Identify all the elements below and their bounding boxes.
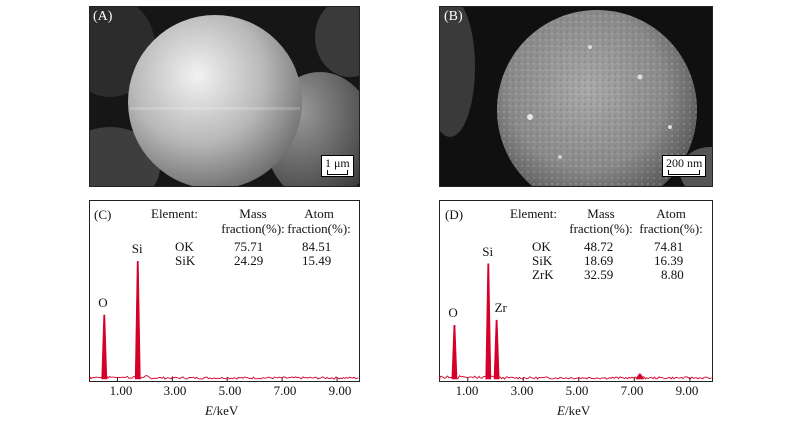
tick-label-d: 1.00 — [455, 383, 479, 398]
x-axis-label-d-symbol: E — [557, 403, 565, 418]
tick-label-d: 9.00 — [675, 383, 699, 398]
peak-label-d: Zr — [494, 300, 507, 316]
scale-bar-b-line — [668, 170, 701, 175]
table-d-row-mass: 18.69 — [584, 253, 614, 268]
peak-label-c: O — [98, 295, 108, 310]
table-d-row-atom: 16.39 — [654, 253, 684, 268]
table-c-header-element: Element: — [151, 206, 198, 221]
table-d-row-element: ZrK — [532, 267, 554, 282]
x-axis-label-c-unit: /keV — [212, 403, 239, 418]
tick-label-d: 3.00 — [510, 383, 534, 398]
x-axis-label-d: E/keV — [557, 403, 590, 419]
table-d-row-element: OK — [532, 239, 551, 254]
panel-label-a: (A) — [93, 9, 113, 24]
table-c-header-atom-2: fraction(%): — [287, 221, 351, 236]
eds-panel-c — [89, 200, 360, 382]
table-c-header-mass-1: Mass — [239, 206, 267, 221]
panel-label-c: (C) — [94, 207, 112, 222]
peak-label-d: O — [448, 305, 458, 321]
tick-label-d: 7.00 — [620, 383, 644, 398]
spectrum-baseline — [89, 374, 359, 380]
tick-label-c: 3.00 — [163, 383, 187, 398]
eds-spectrum-c — [89, 260, 359, 381]
x-axis-label-d-unit: /keV — [564, 403, 591, 418]
panel-label-b: (B) — [444, 9, 463, 24]
spectrum-peak — [101, 314, 108, 380]
table-c-row-atom: 15.49 — [302, 253, 332, 268]
table-d-row-element: SiK — [532, 253, 553, 268]
table-c-row-atom: 84.51 — [302, 239, 332, 254]
eds-spectrum-d — [439, 263, 712, 381]
spectrum-peak — [134, 260, 141, 380]
eds-panel-d — [439, 200, 713, 382]
table-d-row-mass: 32.59 — [584, 267, 614, 282]
spectrum-peak — [493, 319, 500, 380]
peak-label-d: Si — [482, 243, 494, 259]
table-d-header-mass-2: fraction(%): — [569, 221, 633, 236]
scale-bar-b-text: 200 nm — [666, 156, 703, 170]
table-c-row-element: SiK — [175, 253, 196, 268]
panel-label-d: (D) — [445, 207, 464, 222]
spectrum-peak — [451, 324, 458, 380]
tick-label-c: 9.00 — [328, 383, 352, 398]
tick-label-c: 7.00 — [273, 383, 297, 398]
table-d-row-atom: 8.80 — [661, 267, 684, 282]
table-d-header-element: Element: — [510, 206, 557, 221]
spectrum-peak — [635, 373, 645, 380]
table-d-header-atom-1: Atom — [656, 206, 686, 221]
table-d-row-mass: 48.72 — [584, 239, 614, 254]
scale-bar-b: 200 nm — [662, 155, 707, 177]
tick-label-c: 5.00 — [218, 383, 242, 398]
peak-label-c: Si — [131, 241, 143, 257]
table-d-header-mass-1: Mass — [587, 206, 615, 221]
spectrum-peak — [485, 263, 492, 380]
table-c-row-mass: 75.71 — [234, 239, 264, 254]
scale-bar-a-line — [327, 170, 348, 175]
x-axis-label-c: E/keV — [205, 403, 238, 419]
tick-label-c: 1.00 — [109, 383, 133, 398]
table-c-header-atom-1: Atom — [304, 206, 334, 221]
sem-image-a — [89, 6, 360, 187]
tick-label-d: 5.00 — [565, 383, 589, 398]
spectrum-baseline — [439, 374, 712, 380]
table-d-header-atom-2: fraction(%): — [639, 221, 703, 236]
scale-bar-a-text: 1 μm — [325, 156, 350, 170]
scale-bar-a: 1 μm — [321, 155, 354, 177]
table-c-row-element: OK — [175, 239, 194, 254]
table-c-header-mass-2: fraction(%): — [221, 221, 285, 236]
sem-image-a-graphic — [90, 7, 359, 186]
table-c-row-mass: 24.29 — [234, 253, 264, 268]
table-d-row-atom: 74.81 — [654, 239, 684, 254]
x-axis-label-c-symbol: E — [205, 403, 213, 418]
